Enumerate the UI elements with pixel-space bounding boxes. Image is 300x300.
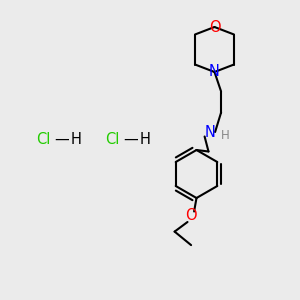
- Text: Cl: Cl: [36, 132, 50, 147]
- Text: —: —: [54, 132, 69, 147]
- Text: H: H: [221, 128, 230, 142]
- Text: Cl: Cl: [105, 132, 119, 147]
- Text: H: H: [71, 132, 82, 147]
- Text: —: —: [123, 132, 138, 147]
- Text: H: H: [140, 132, 151, 147]
- Text: N: N: [204, 124, 215, 140]
- Text: N: N: [209, 64, 220, 80]
- Text: O: O: [185, 208, 197, 224]
- Text: O: O: [209, 20, 220, 34]
